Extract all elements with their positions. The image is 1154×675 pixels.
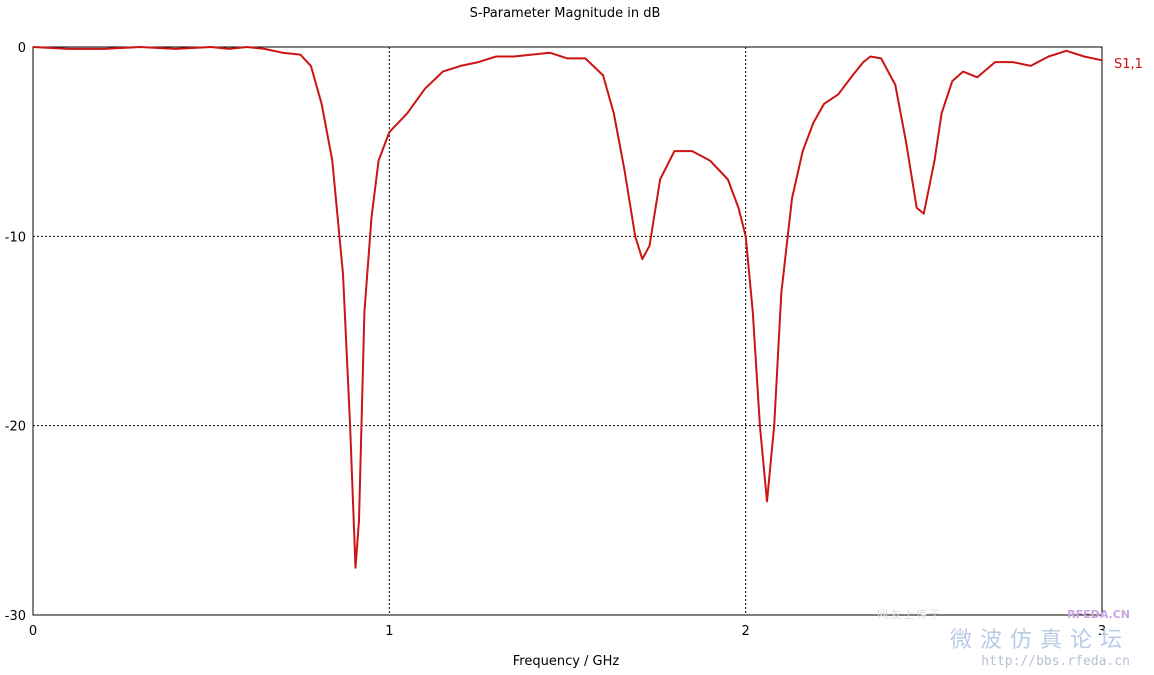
tick-labels: 0 1 2 3 0 -10 -20 -30	[5, 41, 1106, 639]
x-tick-label: 2	[742, 624, 750, 639]
x-tick-label: 1	[385, 624, 393, 639]
y-tick-label: -10	[5, 230, 26, 245]
x-tick-label: 0	[29, 624, 37, 639]
series-line-s11	[32, 46, 1103, 569]
chart-title: S-Parameter Magnitude in dB	[470, 6, 661, 21]
y-tick-label: -30	[5, 609, 26, 624]
plot-frame	[32, 46, 1103, 616]
legend-entry-s11: S1,1	[1114, 57, 1143, 72]
y-tick-label: -20	[5, 420, 26, 435]
y-tick-label: 0	[18, 41, 26, 56]
series-layer	[32, 46, 1103, 569]
x-tick-label: 3	[1098, 624, 1106, 639]
legend: S1,1	[1114, 57, 1143, 72]
x-axis-label: Frequency / GHz	[513, 654, 620, 669]
grid	[33, 47, 1102, 615]
